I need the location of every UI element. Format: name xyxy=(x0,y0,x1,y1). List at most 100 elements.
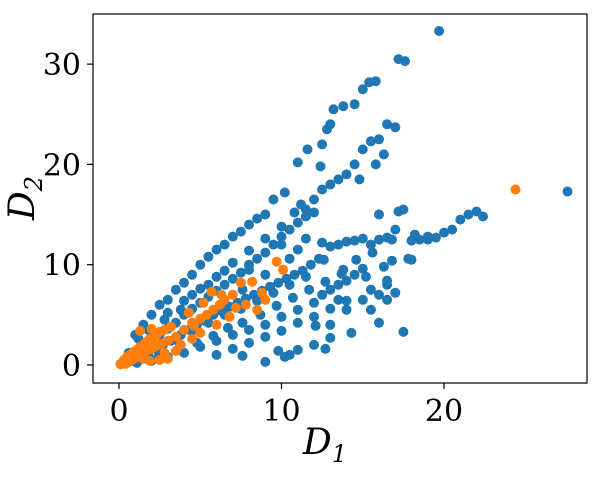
scatter-point-blue-101 xyxy=(374,134,384,145)
scatter-point-blue-39 xyxy=(273,277,284,288)
scatter-point-blue-77 xyxy=(309,297,319,308)
scatter-point-orange-62 xyxy=(231,302,241,313)
scatter-point-blue-88 xyxy=(341,304,352,315)
scatter-point-blue-122 xyxy=(382,119,393,130)
scatter-point-blue-220 xyxy=(325,332,336,343)
scatter-point-blue-141 xyxy=(455,214,466,225)
scatter-point-blue-63 xyxy=(235,226,246,237)
scatter-point-orange-52 xyxy=(187,333,198,344)
scatter-point-blue-111 xyxy=(370,76,381,87)
scatter-point-blue-148 xyxy=(374,209,384,220)
scatter-point-blue-205 xyxy=(244,245,254,256)
scatter-point-blue-127 xyxy=(333,239,344,250)
scatter-point-blue-211 xyxy=(227,343,238,354)
scatter-point-blue-225 xyxy=(279,351,290,362)
scatter-point-blue-74 xyxy=(260,319,271,330)
scatter-point-blue-73 xyxy=(244,324,254,335)
scatter-point-blue-129 xyxy=(349,235,360,246)
scatter-point-orange-47 xyxy=(252,304,263,315)
scatter-point-blue-108 xyxy=(349,99,360,110)
scatter-point-blue-215 xyxy=(292,317,303,328)
scatter-point-blue-115 xyxy=(268,194,279,205)
scatter-point-blue-212 xyxy=(244,337,254,348)
scatter-point-blue-42 xyxy=(284,224,295,235)
y-axis-label-subscript: 2 xyxy=(20,176,48,192)
scatter-point-blue-109 xyxy=(357,84,368,95)
scatter-point-blue-188 xyxy=(320,276,331,287)
scatter-point-blue-219 xyxy=(273,345,284,356)
scatter-point-blue-207 xyxy=(276,221,287,232)
scatter-point-orange-57 xyxy=(154,354,165,365)
scatter-point-blue-119 xyxy=(315,161,326,172)
scatter-point-blue-230 xyxy=(422,231,433,242)
scatter-point-blue-28 xyxy=(227,273,238,284)
x-axis-label: D1 xyxy=(302,422,347,468)
scatter-point-blue-204 xyxy=(227,257,238,268)
scatter-point-blue-158 xyxy=(333,294,344,305)
scatter-point-blue-150 xyxy=(378,261,389,272)
scatter-point-blue-152 xyxy=(318,254,329,265)
scatter-point-blue-186 xyxy=(287,292,298,303)
scatter-point-blue-121 xyxy=(354,174,365,185)
scatter-point-blue-56 xyxy=(179,277,189,288)
scatter-point-orange-56 xyxy=(162,353,173,364)
scatter-point-blue-102 xyxy=(378,149,389,160)
scatter-point-blue-168 xyxy=(219,265,230,276)
scatter-point-orange-28 xyxy=(135,325,146,336)
scatter-point-blue-218 xyxy=(341,295,352,306)
x-tick-label-1: 10 xyxy=(262,394,300,429)
scatter-point-blue-147 xyxy=(393,206,404,217)
scatter-point-blue-197 xyxy=(268,287,279,298)
scatter-point-orange-59 xyxy=(278,264,289,275)
scatter-point-blue-170 xyxy=(187,289,198,300)
scatter-point-blue-213 xyxy=(260,331,271,342)
x-tick-label-2: 20 xyxy=(425,394,463,429)
scatter-point-blue-161 xyxy=(390,287,401,298)
scatter-point-blue-183 xyxy=(237,317,248,328)
scatter-point-blue-228 xyxy=(387,234,397,245)
scatter-point-blue-34 xyxy=(252,253,263,264)
scatter-point-blue-38 xyxy=(268,239,279,250)
scatter-point-orange-50 xyxy=(211,319,222,330)
scatter-point-blue-222 xyxy=(346,327,357,338)
scatter-point-blue-198 xyxy=(284,279,295,290)
scatter-point-blue-202 xyxy=(195,283,206,294)
scatter-point-blue-103 xyxy=(370,159,381,170)
scatter-point-blue-116 xyxy=(279,187,290,198)
scatter-point-blue-47 xyxy=(305,259,316,270)
scatter-point-blue-209 xyxy=(296,199,306,210)
scatter-point-blue-100 xyxy=(365,136,376,147)
scatter-point-blue-216 xyxy=(309,311,319,322)
scatter-point-blue-36 xyxy=(260,247,271,258)
scatter-point-blue-130 xyxy=(357,233,368,244)
scatter-point-blue-171 xyxy=(175,304,186,315)
scatter-point-orange-60 xyxy=(183,307,194,318)
scatter-point-blue-57 xyxy=(187,269,198,280)
scatter-point-blue-157 xyxy=(365,284,376,295)
scatter-point-orange-61 xyxy=(188,320,199,331)
scatter-point-blue-214 xyxy=(276,325,287,336)
scatter-point-blue-76 xyxy=(292,304,303,315)
scatter-point-orange-54 xyxy=(170,345,181,356)
scatter-point-blue-120 xyxy=(325,119,336,130)
scatter-point-orange-27 xyxy=(162,335,173,346)
y-axis-label: D2 xyxy=(2,176,48,221)
scatter-point-blue-142 xyxy=(463,209,474,220)
scatter-point-blue-166 xyxy=(244,264,254,275)
scatter-point-blue-107 xyxy=(338,101,349,112)
scatter-point-blue-156 xyxy=(382,275,393,286)
scatter-point-blue-44 xyxy=(292,217,303,228)
scatter-point-blue-62 xyxy=(227,231,238,242)
y-tick-label-0: 0 xyxy=(62,349,81,384)
scatter-point-blue-125 xyxy=(317,237,328,248)
scatter-point-blue-94 xyxy=(317,184,328,195)
ticks-layer: 0 10 20 0 10 20 30 xyxy=(43,48,463,429)
scatter-point-blue-182 xyxy=(222,322,233,333)
scatter-point-blue-40 xyxy=(276,231,287,242)
points-layer xyxy=(115,26,573,370)
scatter-point-blue-144 xyxy=(478,211,488,222)
scatter-point-blue-26 xyxy=(219,279,230,290)
scatter-point-blue-93 xyxy=(309,194,319,205)
